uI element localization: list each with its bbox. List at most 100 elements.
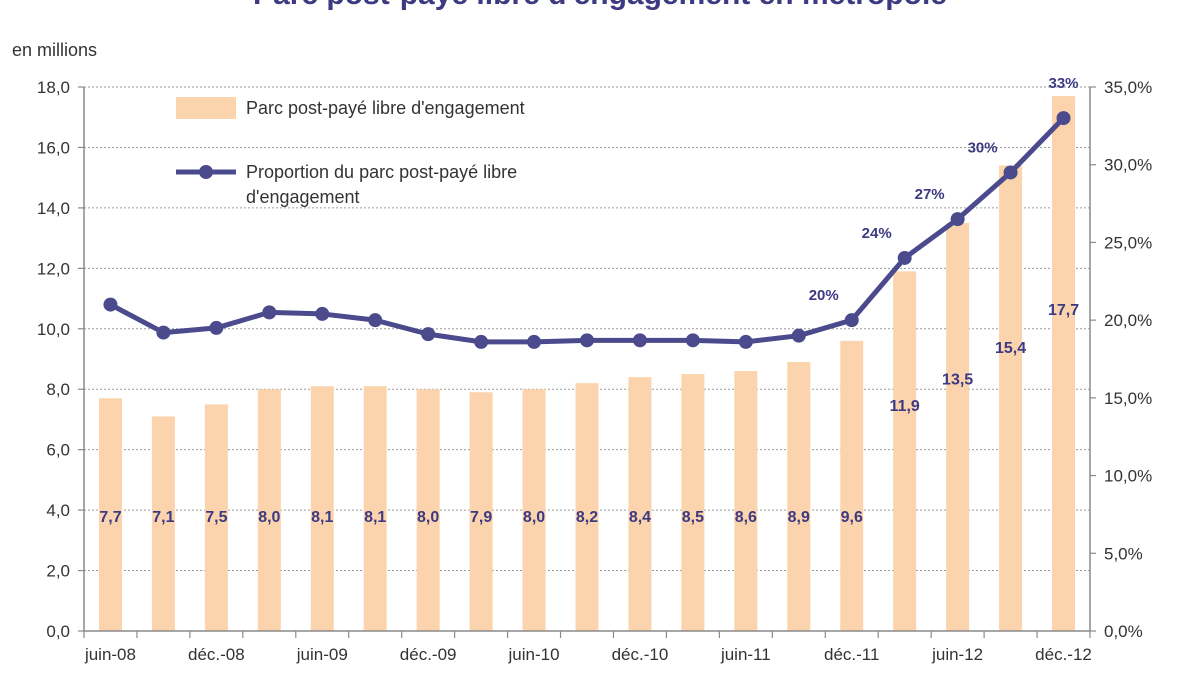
y-right-tick-label: 35,0% [1104, 78, 1152, 97]
legend-label-bar: Parc post-payé libre d'engagement [246, 98, 525, 118]
line-point [950, 212, 965, 227]
bar [893, 271, 917, 631]
y-left-tick-label: 2,0 [46, 562, 70, 581]
line-point [685, 333, 700, 348]
legend-swatch-marker [199, 165, 213, 179]
line-point [1056, 111, 1071, 126]
bar [363, 386, 387, 631]
line-data-label: 27% [915, 186, 945, 203]
axes-layer: 0,0 2,0 4,0 6,0 8,0 10,0 12,0 14,0 16,0 18,0 0,0% 5… [37, 78, 1152, 664]
bar [628, 377, 652, 631]
y-right-tick-label: 15,0% [1104, 389, 1152, 408]
y-right-tick-label: 0,0% [1104, 622, 1143, 641]
x-tick-label: déc.-10 [612, 645, 669, 664]
line-point [1003, 165, 1018, 180]
bar [840, 340, 864, 631]
bar [98, 398, 122, 631]
line-point [791, 328, 806, 343]
bar [999, 165, 1023, 632]
legend-label-line-2: d'engagement [246, 187, 360, 207]
y-right-tick-label: 25,0% [1104, 233, 1152, 252]
bar [469, 392, 493, 631]
x-tick-label: déc.-08 [188, 645, 245, 664]
y-left-tick-label: 8,0 [46, 380, 70, 399]
line-point [209, 320, 224, 335]
x-tick-label: déc.-11 [824, 645, 879, 664]
bar-data-label: 11,9 [890, 398, 920, 415]
line-data-label: 33% [1049, 75, 1079, 92]
chart-title: Parc post-payé libre d'engagement en mét… [0, 0, 1200, 12]
x-tick-label: déc.-09 [400, 645, 457, 664]
line-point [632, 333, 647, 348]
x-tick-label: déc.-12 [1035, 645, 1092, 664]
bar [1052, 96, 1076, 632]
y-left-tick-label: 14,0 [37, 199, 70, 218]
bar-data-label: 13,5 [942, 372, 973, 389]
bar-data-label: 8,6 [735, 509, 757, 526]
line-point [844, 313, 859, 328]
bar-data-label: 8,1 [364, 509, 386, 526]
bar [734, 371, 758, 631]
bar-data-label: 8,0 [523, 509, 545, 526]
bar [257, 389, 281, 631]
bars-layer [98, 96, 1076, 632]
bar-data-label: 15,4 [995, 340, 1026, 357]
bar-data-label: 8,2 [576, 509, 598, 526]
line-point [103, 297, 118, 312]
bar [787, 362, 811, 631]
y-right-tick-label: 20,0% [1104, 311, 1152, 330]
y-left-tick-label: 12,0 [37, 259, 70, 278]
bar-data-label: 8,1 [311, 509, 333, 526]
bar-data-label: 9,6 [841, 509, 863, 526]
line-data-label: 20% [809, 287, 839, 304]
bar-data-label: 7,1 [152, 509, 174, 526]
bar-data-label: 8,5 [682, 509, 704, 526]
line-point [897, 250, 912, 265]
y-right-tick-label: 10,0% [1104, 467, 1152, 486]
line-point [474, 334, 489, 349]
y-left-tick-label: 6,0 [46, 441, 70, 460]
bar [575, 383, 599, 631]
bar [681, 374, 705, 631]
legend-layer: Parc post-payé libre d'engagement Proport… [176, 97, 525, 207]
y-right-tick-label: 30,0% [1104, 156, 1152, 175]
bar-data-label: 8,0 [258, 509, 280, 526]
bar [946, 223, 970, 631]
line-data-label: 30% [968, 139, 998, 156]
y-left-tick-label: 16,0 [37, 138, 70, 157]
line-data-label: 24% [862, 225, 892, 242]
legend-label-line-1: Proportion du parc post-payé libre [246, 162, 517, 182]
line-layer [103, 111, 1071, 349]
line-point [738, 334, 753, 349]
line-point [262, 305, 277, 320]
labels-layer: 7,7 7,1 7,5 8,0 8,1 8,1 8,0 7,9 8,0 8,2 8,4 8,5 8,6 8… [99, 75, 1079, 526]
y-left-tick-label: 10,0 [37, 320, 70, 339]
bar [310, 386, 334, 631]
bar [204, 404, 228, 631]
x-tick-label: juin-12 [931, 645, 983, 664]
x-tick-label: juin-09 [296, 645, 348, 664]
y-right-tick-label: 5,0% [1104, 544, 1143, 563]
bar-data-label: 7,5 [205, 509, 227, 526]
unit-label: en millions [12, 40, 97, 60]
bar-data-label: 8,0 [417, 509, 439, 526]
bar-data-label: 7,7 [99, 509, 121, 526]
x-tick-label: juin-10 [508, 645, 560, 664]
x-tick-label: juin-08 [84, 645, 136, 664]
line-point [421, 327, 436, 342]
bar [151, 416, 175, 631]
x-tick-label: juin-11 [720, 645, 771, 664]
proportion-line [109, 116, 1066, 345]
y-left-tick-label: 18,0 [37, 78, 70, 97]
bar-data-label: 17,7 [1048, 302, 1079, 319]
bar-data-label: 7,9 [470, 509, 492, 526]
bar [416, 389, 440, 631]
line-point [527, 334, 542, 349]
y-left-tick-label: 4,0 [46, 501, 70, 520]
line-point [580, 333, 594, 348]
line-point [368, 313, 383, 328]
line-point [156, 325, 171, 340]
bar-data-label: 8,4 [629, 509, 651, 526]
legend-swatch-bar [176, 97, 236, 119]
